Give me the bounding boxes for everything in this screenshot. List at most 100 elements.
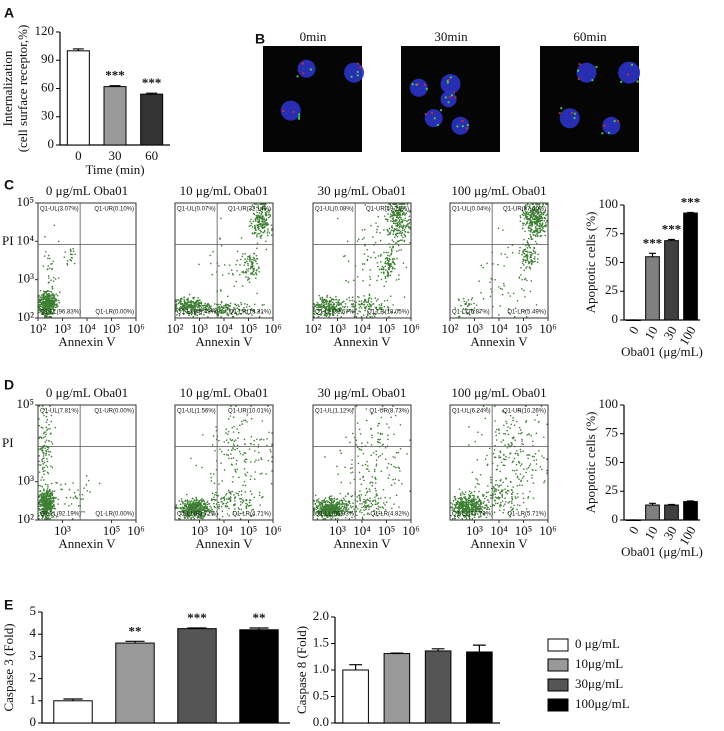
event-dot	[470, 303, 472, 305]
event-dot	[532, 249, 535, 251]
event-dot	[317, 498, 320, 500]
event-dot	[51, 285, 54, 288]
event-dot	[490, 288, 492, 290]
event-dot	[482, 266, 484, 269]
event-dot	[370, 505, 372, 508]
event-dot	[324, 310, 326, 312]
event-dot	[361, 464, 364, 467]
y-tick-label: 10²	[17, 309, 34, 324]
event-dot	[182, 309, 184, 311]
event-dot	[379, 261, 382, 263]
event-dot	[259, 225, 262, 227]
event-dot	[503, 284, 505, 287]
event-dot	[394, 311, 396, 314]
event-dot	[45, 491, 48, 493]
event-dot	[63, 256, 66, 259]
event-dot	[259, 229, 261, 232]
event-dot	[383, 229, 385, 231]
event-dot	[375, 453, 378, 456]
y-axis-label: PI	[2, 233, 14, 248]
event-dot	[40, 426, 43, 429]
event-dot	[258, 215, 261, 217]
event-dot	[201, 309, 204, 312]
event-dot	[542, 203, 544, 205]
event-dot	[226, 308, 229, 311]
fluorescent-spot	[439, 109, 443, 112]
event-dot	[320, 303, 323, 306]
event-dot	[224, 505, 227, 508]
event-dot	[329, 314, 331, 316]
plot-title: 30 μg/mL Oba01	[318, 183, 407, 198]
event-dot	[368, 296, 371, 299]
event-dot	[529, 231, 532, 233]
event-dot	[328, 316, 330, 318]
event-dot	[70, 259, 73, 262]
event-dot	[262, 223, 265, 226]
event-dot	[199, 503, 202, 506]
event-dot	[201, 466, 203, 469]
event-dot	[219, 303, 222, 306]
fluorescent-spot	[603, 124, 606, 127]
event-dot	[384, 269, 387, 271]
event-dot	[221, 308, 223, 311]
event-dot	[256, 217, 258, 219]
y-tick-label: 10²	[17, 511, 34, 526]
event-dot	[211, 273, 214, 276]
quadrant-label: Q1-UR(87.60%)	[503, 207, 546, 213]
event-dot	[346, 306, 349, 308]
event-dot	[365, 316, 368, 318]
event-dot	[193, 308, 196, 310]
event-dot	[42, 508, 44, 510]
event-dot	[503, 282, 505, 285]
event-dot	[271, 227, 273, 230]
event-dot	[386, 259, 388, 262]
event-dot	[236, 259, 239, 262]
significance-label: ***	[681, 194, 701, 209]
event-dot	[377, 508, 380, 510]
event-dot	[227, 454, 230, 456]
fluorescent-spot	[620, 80, 623, 83]
event-dot	[387, 438, 389, 441]
event-dot	[379, 306, 381, 308]
event-dot	[348, 518, 351, 520]
event-dot	[524, 261, 527, 264]
event-dot	[261, 304, 264, 306]
event-dot	[64, 251, 67, 253]
event-dot	[330, 299, 332, 302]
event-dot	[181, 304, 184, 307]
event-dot	[41, 303, 44, 306]
event-dot	[237, 492, 239, 495]
event-dot	[375, 308, 378, 311]
event-dot	[375, 478, 377, 481]
event-dot	[406, 225, 408, 227]
event-dot	[359, 478, 361, 480]
event-dot	[528, 245, 530, 247]
event-dot	[373, 251, 375, 254]
event-dot	[215, 312, 217, 314]
event-dot	[379, 454, 382, 457]
event-dot	[379, 497, 382, 499]
event-dot	[250, 504, 252, 507]
event-dot	[406, 453, 408, 455]
fluorescent-spot	[356, 70, 359, 74]
event-dot	[351, 467, 353, 469]
event-dot	[187, 503, 189, 505]
event-dot	[355, 443, 358, 446]
event-dot	[519, 216, 522, 219]
event-dot	[248, 258, 251, 260]
event-dot	[386, 306, 389, 308]
event-dot	[471, 297, 474, 299]
event-dot	[369, 269, 371, 271]
event-dot	[256, 235, 258, 238]
event-dot	[38, 301, 40, 304]
event-dot	[362, 452, 365, 455]
event-dot	[341, 305, 344, 308]
event-dot	[384, 504, 386, 506]
event-dot	[206, 503, 209, 506]
event-dot	[226, 303, 229, 306]
event-dot	[253, 259, 255, 261]
event-dot	[255, 214, 258, 217]
event-dot	[407, 225, 410, 228]
event-dot	[179, 301, 181, 303]
event-dot	[229, 496, 232, 498]
